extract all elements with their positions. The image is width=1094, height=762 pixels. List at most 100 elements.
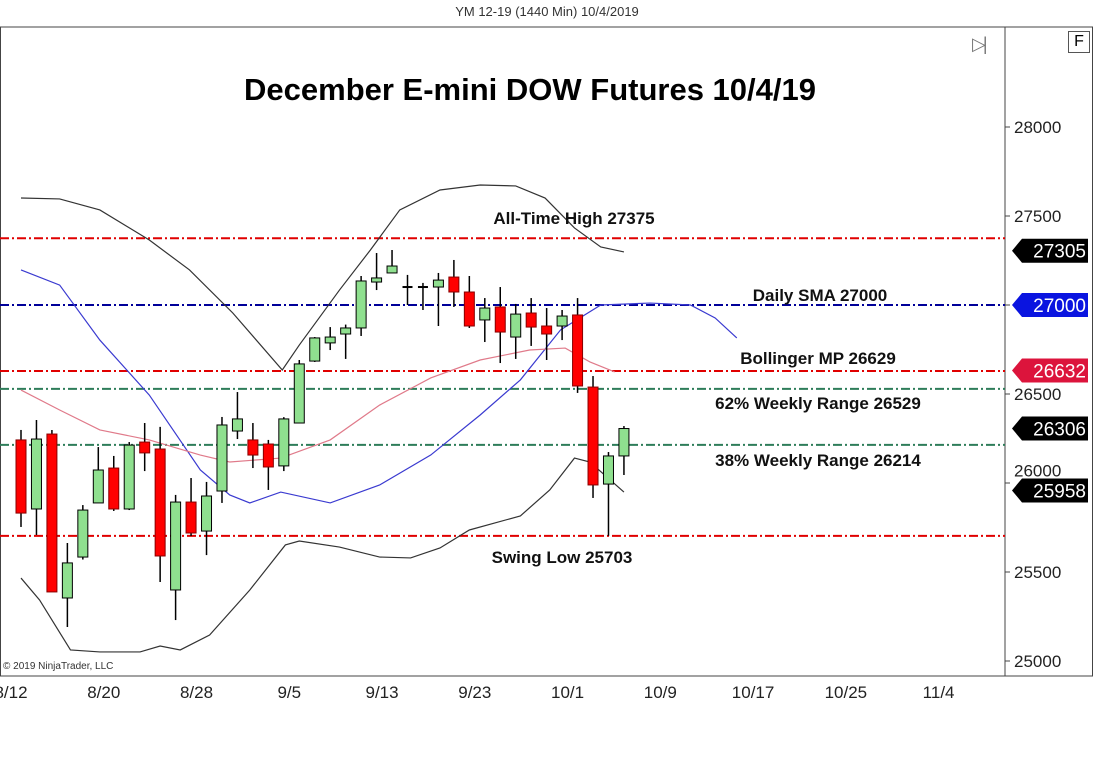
bollinger-lower-line bbox=[20, 457, 625, 653]
candle bbox=[108, 455, 120, 511]
candle-body bbox=[185, 501, 197, 534]
y-tick-label: 26000 bbox=[1014, 461, 1061, 480]
candle bbox=[618, 426, 630, 475]
candle-body bbox=[541, 325, 553, 335]
plot-area bbox=[0, 184, 1005, 653]
candle bbox=[216, 416, 228, 503]
y-tick-label: 28000 bbox=[1014, 118, 1061, 137]
candle-body bbox=[618, 428, 630, 457]
candle-body bbox=[525, 312, 537, 328]
y-tick-label: 25000 bbox=[1014, 652, 1061, 671]
price-tag-label: 27305 bbox=[1033, 242, 1086, 263]
y-tick-label: 27500 bbox=[1014, 207, 1061, 226]
x-tick-label: 9/23 bbox=[458, 683, 491, 702]
candle bbox=[556, 309, 568, 341]
candle-body bbox=[139, 441, 151, 454]
candle-body bbox=[587, 386, 599, 486]
bollinger-upper-line bbox=[20, 184, 625, 371]
scroll-to-end-button[interactable]: ▷| bbox=[972, 34, 987, 54]
candle-body bbox=[386, 265, 398, 274]
candle-body bbox=[432, 279, 444, 288]
candle-body bbox=[123, 444, 135, 510]
x-tick-label: 11/4 bbox=[923, 683, 955, 702]
candle bbox=[262, 439, 274, 490]
chart-window-title: YM 12-19 (1440 Min) 10/4/2019 bbox=[455, 4, 639, 19]
candle bbox=[525, 298, 537, 346]
candle-body bbox=[201, 495, 213, 532]
candle-body bbox=[602, 455, 614, 485]
x-tick-label: 8/12 bbox=[0, 683, 28, 702]
candle bbox=[371, 253, 383, 291]
candle-body bbox=[247, 439, 259, 456]
candle bbox=[185, 478, 197, 537]
candle-body bbox=[231, 418, 243, 432]
price-tag bbox=[1012, 416, 1088, 441]
candle bbox=[154, 426, 166, 582]
candle bbox=[572, 298, 584, 393]
candle-body bbox=[371, 277, 383, 283]
candle-body bbox=[340, 327, 352, 335]
x-tick-label: 8/20 bbox=[87, 683, 120, 702]
candle bbox=[355, 275, 367, 336]
candle bbox=[541, 308, 553, 361]
candle-body bbox=[463, 291, 475, 327]
candle-body bbox=[355, 280, 367, 329]
x-tick-label: 10/9 bbox=[644, 683, 677, 702]
candle bbox=[201, 481, 213, 556]
price-tag-label: 25958 bbox=[1033, 481, 1086, 502]
candle bbox=[386, 249, 398, 274]
price-tag bbox=[1012, 293, 1088, 317]
price-tag bbox=[1012, 358, 1088, 383]
candle-body bbox=[479, 307, 491, 321]
candle bbox=[602, 452, 614, 536]
candle bbox=[463, 275, 475, 328]
candle-body bbox=[309, 337, 321, 362]
candle bbox=[494, 287, 506, 364]
candle-body bbox=[278, 418, 290, 467]
candle-body bbox=[15, 439, 27, 514]
candle-body bbox=[77, 509, 89, 558]
x-tick-label: 9/5 bbox=[277, 683, 301, 702]
x-tick-label: 10/17 bbox=[732, 683, 775, 702]
price-tag-label: 26632 bbox=[1033, 362, 1086, 383]
candle-body bbox=[572, 314, 584, 387]
candle-body bbox=[324, 336, 336, 344]
candle-body bbox=[216, 424, 228, 492]
candle-body bbox=[448, 276, 460, 293]
candle bbox=[432, 272, 444, 327]
x-tick-label: 9/13 bbox=[365, 683, 398, 702]
candle-body bbox=[293, 363, 305, 424]
candle bbox=[417, 282, 428, 310]
x-tick-label: 10/1 bbox=[551, 683, 584, 702]
bollinger-mid-line bbox=[20, 347, 615, 463]
price-tag bbox=[1012, 238, 1088, 263]
f-button[interactable]: F bbox=[1068, 31, 1090, 53]
candle bbox=[15, 429, 27, 527]
level-label-weekly-38: 38% Weekly Range 26214 bbox=[715, 451, 921, 470]
candle bbox=[587, 376, 599, 498]
price-tag-label: 27000 bbox=[1033, 296, 1086, 317]
level-label-weekly-62: 62% Weekly Range 26529 bbox=[715, 394, 921, 413]
candle-body bbox=[170, 501, 182, 591]
candle bbox=[61, 542, 73, 628]
y-tick-label: 26500 bbox=[1014, 385, 1061, 404]
candle-body bbox=[108, 467, 120, 510]
candle-body bbox=[494, 306, 506, 333]
level-label-all-time-high: All-Time High 27375 bbox=[493, 209, 654, 228]
bollinger-inner-line bbox=[20, 269, 738, 504]
level-label-daily-sma: Daily SMA 27000 bbox=[753, 286, 888, 305]
candle bbox=[448, 259, 460, 307]
candle bbox=[139, 423, 151, 472]
candle bbox=[278, 417, 290, 472]
candle bbox=[123, 442, 135, 511]
candle bbox=[402, 274, 413, 305]
candle bbox=[479, 298, 491, 343]
chart-title: December E-mini DOW Futures 10/4/19 bbox=[244, 72, 816, 107]
candle-body bbox=[92, 469, 104, 504]
candle bbox=[324, 327, 336, 351]
x-tick-label: 10/25 bbox=[825, 683, 868, 702]
candle bbox=[309, 337, 321, 362]
candle bbox=[30, 419, 42, 535]
candle bbox=[231, 392, 243, 440]
